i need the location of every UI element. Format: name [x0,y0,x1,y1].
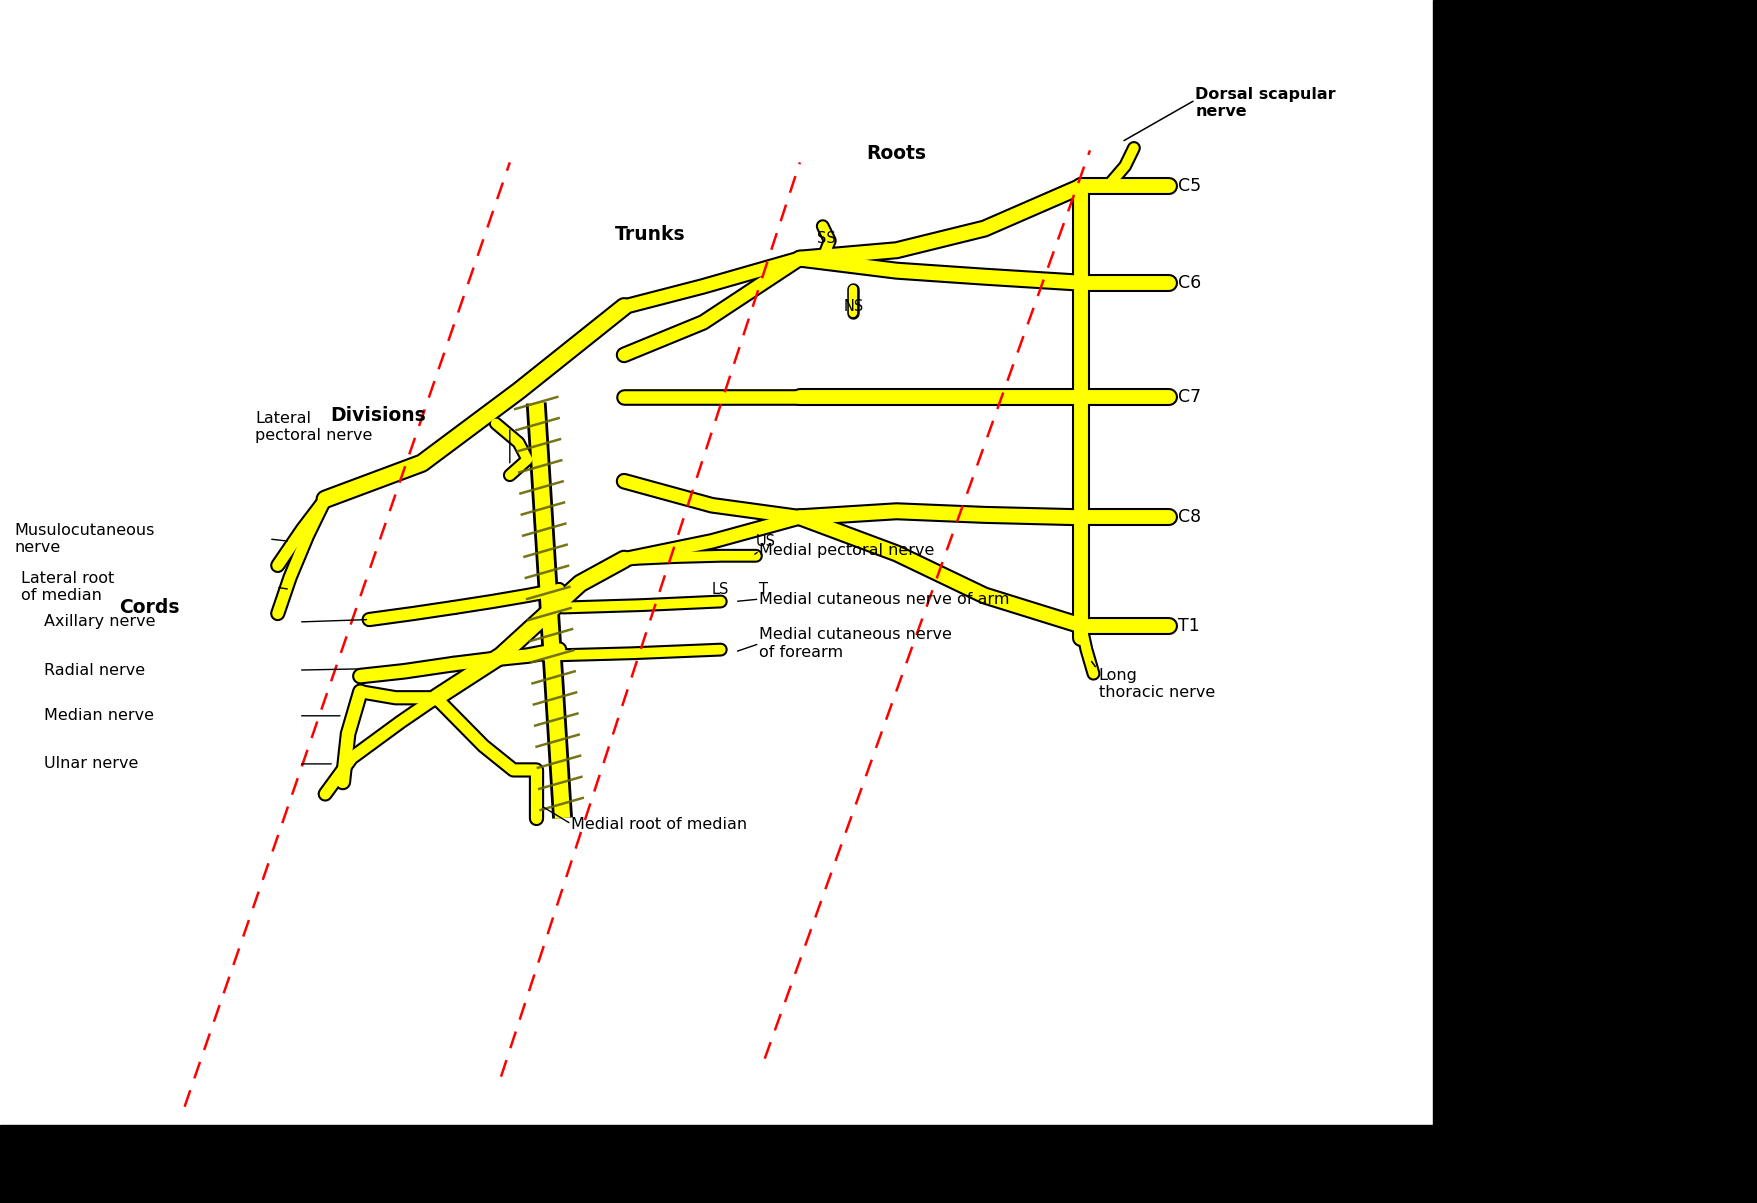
Text: Medial cutaneous nerve
of forearm: Medial cutaneous nerve of forearm [759,628,952,659]
Text: C5: C5 [1177,178,1200,195]
Text: NS: NS [843,300,864,314]
Text: Medial root of median: Medial root of median [571,817,747,831]
Text: Radial nerve: Radial nerve [44,663,146,677]
Text: SS: SS [817,231,836,245]
Text: Roots: Roots [866,144,926,164]
Text: Lateral
pectoral nerve: Lateral pectoral nerve [255,411,372,443]
Text: US: US [756,534,775,549]
Text: Cords: Cords [119,598,179,617]
Text: Ulnar nerve: Ulnar nerve [44,757,139,771]
Text: C8: C8 [1177,509,1200,526]
Text: Lateral root
of median: Lateral root of median [21,571,114,603]
Text: Trunks: Trunks [615,225,685,244]
Text: Dorsal scapular
nerve: Dorsal scapular nerve [1195,87,1335,119]
Text: Musulocutaneous
nerve: Musulocutaneous nerve [14,523,155,555]
Text: C7: C7 [1177,389,1200,405]
Bar [1432,0,1757,1203]
Text: C6: C6 [1177,274,1200,291]
Text: Medial pectoral nerve: Medial pectoral nerve [759,544,935,558]
Bar [0,1125,1432,1203]
Text: T: T [759,582,768,597]
Text: Divisions: Divisions [330,405,425,425]
Text: LS: LS [712,582,729,597]
Text: Median nerve: Median nerve [44,709,155,723]
Text: Axillary nerve: Axillary nerve [44,615,155,629]
Text: Medial cutaneous nerve of arm: Medial cutaneous nerve of arm [759,592,1009,606]
Text: Long
thoracic nerve: Long thoracic nerve [1098,668,1214,700]
Text: T1: T1 [1177,617,1198,634]
